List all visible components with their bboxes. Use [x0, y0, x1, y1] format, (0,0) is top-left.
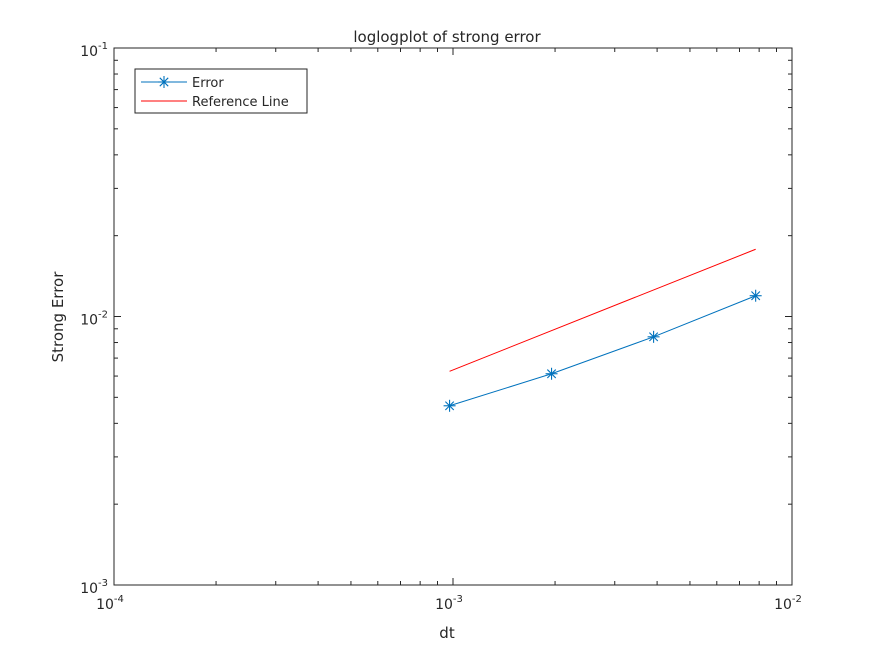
- legend-marker: [158, 76, 170, 88]
- y-tick-label: 10-3: [80, 578, 108, 597]
- axes: 10-4 10-3 10-210-310-210-1: [80, 41, 802, 613]
- x-tick-label: 10-4: [96, 594, 124, 613]
- y-tick-label: 10-1: [80, 41, 108, 60]
- y-tick-label: 10-2: [80, 310, 108, 329]
- series-reference-line-line: [449, 248, 756, 372]
- plot-area: [443, 248, 762, 412]
- legend-label: Reference Line: [192, 95, 289, 110]
- legend-label: Error: [192, 76, 224, 91]
- series-error-point: [647, 330, 660, 343]
- series-error-point: [443, 399, 456, 412]
- legend: Error Reference Line: [134, 68, 308, 114]
- x-tick-label: 10-3: [435, 594, 463, 613]
- chart-title: loglogplot of strong error: [353, 28, 541, 46]
- y-axis-label: Strong Error: [49, 271, 67, 363]
- x-tick-label: 10-2: [774, 594, 802, 613]
- x-axis-label: dt: [439, 624, 455, 642]
- axes-box: [113, 47, 793, 586]
- series-error-point: [749, 289, 762, 302]
- series-error-line: [449, 295, 756, 407]
- series-error-point: [545, 367, 558, 380]
